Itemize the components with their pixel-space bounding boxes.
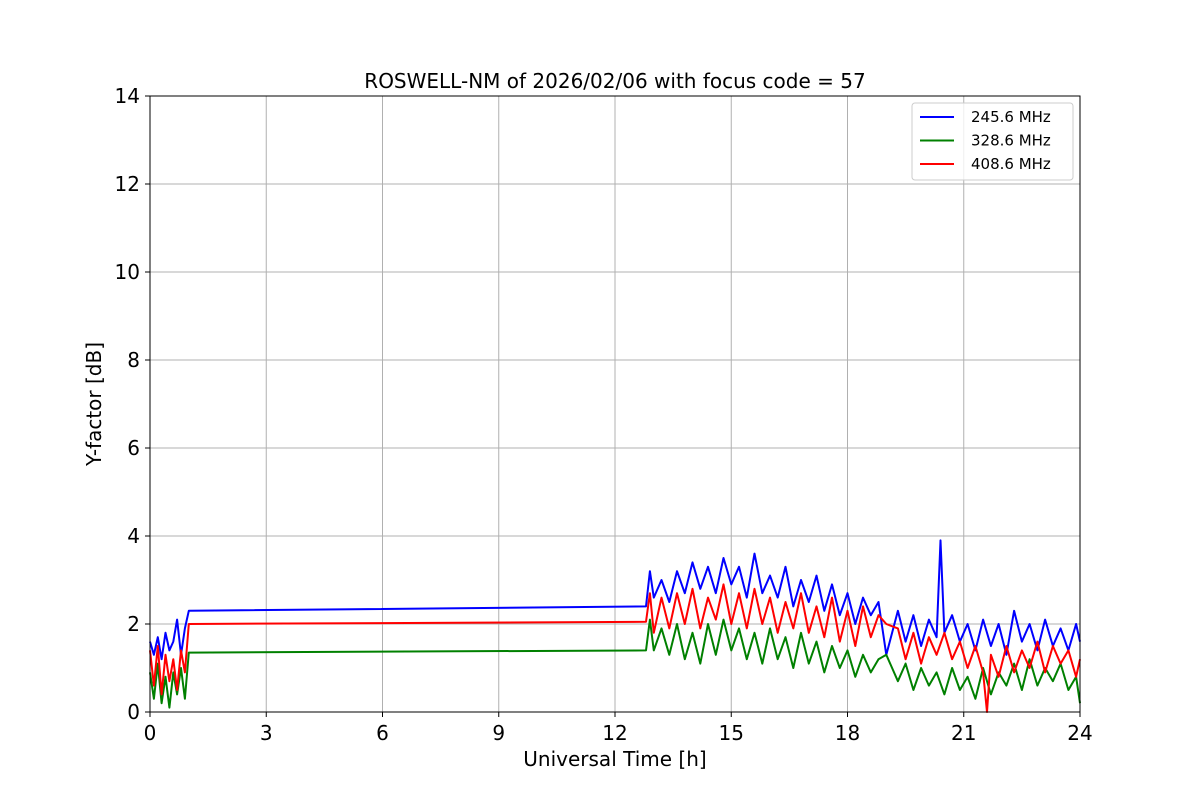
legend-label: 245.6 MHz [971, 108, 1051, 126]
x-tick-label: 18 [835, 721, 860, 745]
series-line-245-6-mhz [149, 539, 1081, 661]
y-tick-label: 8 [127, 348, 140, 372]
legend-label: 328.6 MHz [971, 132, 1051, 150]
legend-frame [911, 102, 1074, 181]
x-tick-label: 15 [719, 721, 744, 745]
y-tick-label: 2 [127, 612, 140, 636]
chart-title: ROSWELL-NM of 2026/02/06 with focus code… [364, 69, 865, 93]
series-line-408-6-mhz [149, 583, 1081, 713]
y-tick-label: 0 [127, 700, 140, 724]
x-tick-label: 0 [144, 721, 157, 745]
legend-label: 408.6 MHz [971, 155, 1051, 173]
x-tick-label: 3 [260, 721, 273, 745]
x-tick-label: 12 [602, 721, 627, 745]
y-axis-ticks: 0 2 4 6 8 10 12 14 [115, 84, 150, 724]
y-tick-label: 6 [127, 436, 140, 460]
y-tick-label: 10 [115, 260, 140, 284]
y-axis-label: Y-factor [dB] [82, 342, 106, 467]
x-tick-label: 24 [1067, 721, 1092, 745]
x-axis-ticks: 0 3 6 9 12 15 18 21 24 [144, 712, 1093, 745]
x-tick-label: 21 [951, 721, 976, 745]
x-tick-label: 6 [376, 721, 389, 745]
series-line-328-6-mhz [149, 618, 1081, 709]
y-tick-label: 14 [115, 84, 140, 108]
legend: 245.6 MHz 328.6 MHz 408.6 MHz [911, 102, 1074, 181]
series-lines [149, 539, 1081, 713]
y-tick-label: 4 [127, 524, 140, 548]
x-axis-label: Universal Time [h] [523, 747, 706, 771]
x-tick-label: 9 [492, 721, 505, 745]
y-tick-label: 12 [115, 172, 140, 196]
